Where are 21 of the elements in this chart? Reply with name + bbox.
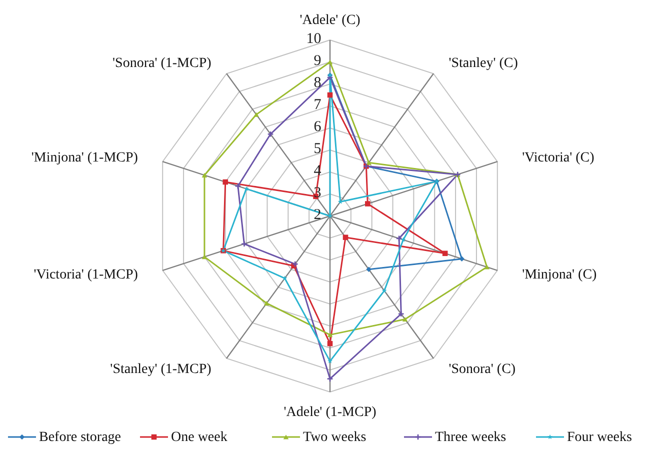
y-tick-label: 10 [306,31,322,48]
spoke-label: 'Minjona' (1-MCP) [31,150,138,166]
legend-label: Two weeks [303,430,366,445]
y-tick-label: 5 [314,141,322,158]
legend-label: One week [171,430,228,445]
y-tick-label: 9 [314,53,322,70]
legend-label: Three weeks [435,430,506,445]
legend-label: Four weeks [567,430,632,445]
spoke-label: 'Minjona' (C) [522,267,598,282]
spoke-label: 'Adele' (C) [300,12,361,28]
y-tick-label: 7 [314,97,322,114]
spoke-label: 'Sonora' (1-MCP) [112,56,212,71]
legend-label: Before storage [39,430,122,445]
spoke-label: 'Victoria' (C) [522,150,595,166]
spoke-label: 'Stanley' (1-MCP) [110,362,212,378]
y-tick-label: 6 [314,119,322,136]
spoke-label: 'Victoria' (1-MCP) [34,267,138,282]
spoke-label: 'Sonora' (C) [448,362,516,378]
spoke-label: 'Adele' (1-MCP) [284,405,377,420]
spoke-label: 'Stanley' (C) [448,56,518,71]
y-tick-label: 8 [314,75,322,92]
